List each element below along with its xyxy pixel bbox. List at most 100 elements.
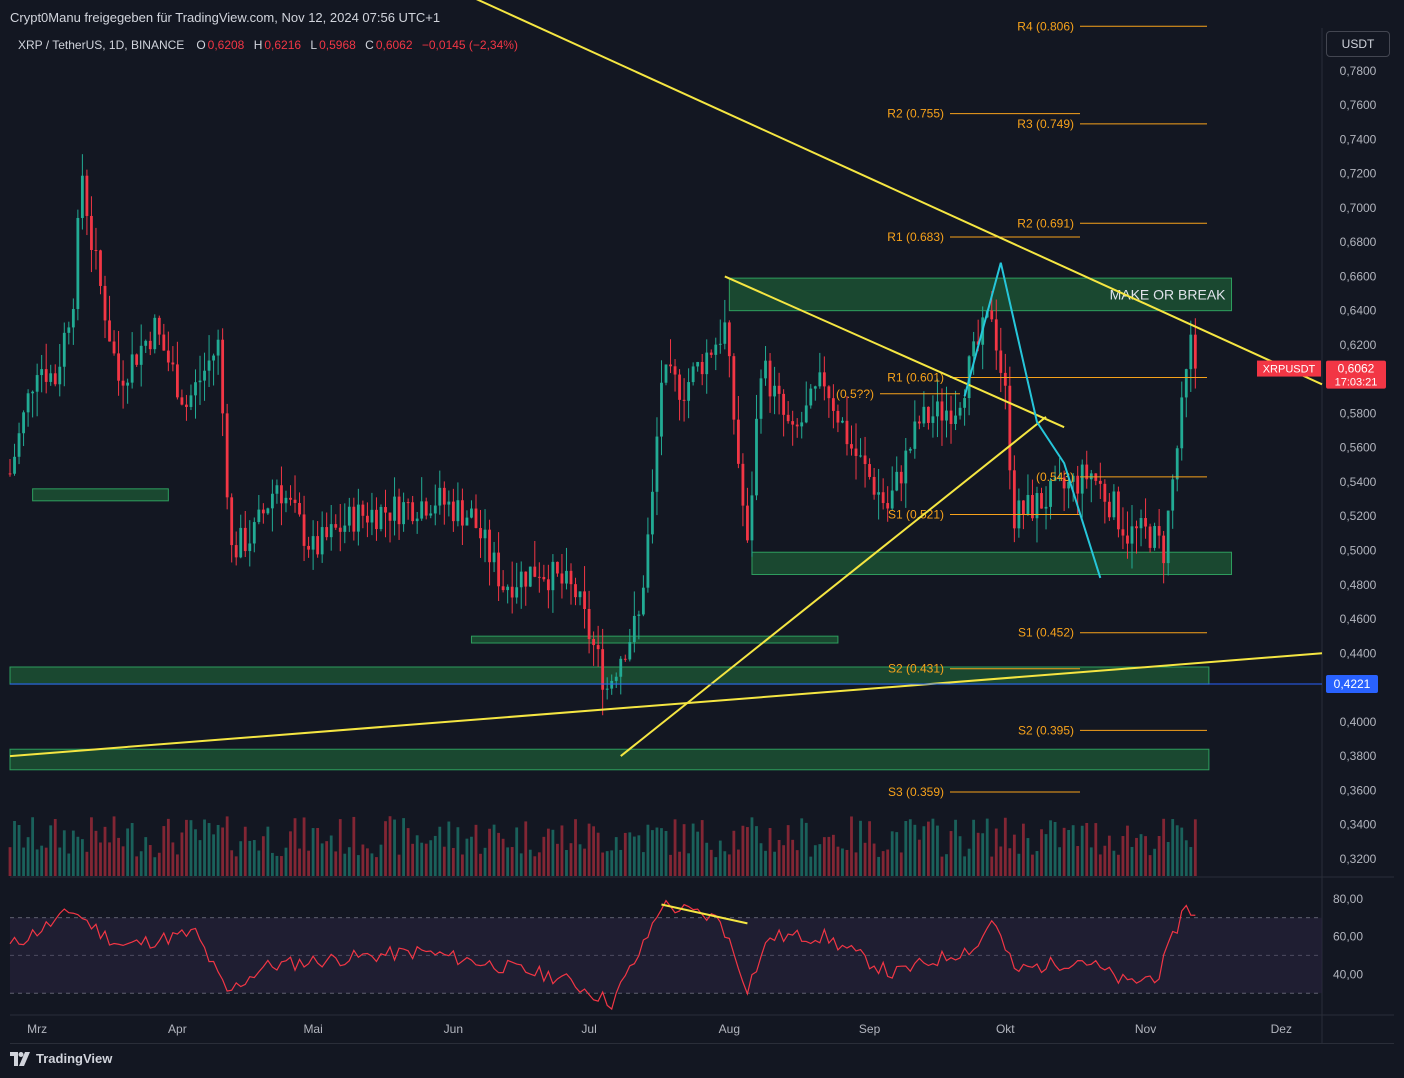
volume-bar — [877, 856, 881, 876]
volume-bar — [1008, 848, 1012, 876]
volume-bar — [592, 826, 596, 876]
rsi-tick-label: 60,00 — [1333, 930, 1363, 944]
volume-bar — [646, 824, 650, 876]
candle-body — [338, 527, 342, 532]
rsi-panel — [9, 899, 1322, 1011]
volume-bar — [1044, 834, 1048, 876]
candle-body — [1166, 510, 1170, 564]
volume-bar — [375, 857, 378, 876]
candle-body — [637, 614, 641, 616]
tradingview-logo[interactable]: TradingView — [10, 1051, 112, 1066]
volume-bar — [76, 836, 80, 876]
volume-bar — [1098, 854, 1102, 876]
candle-body — [424, 501, 428, 516]
candle-body — [696, 361, 700, 367]
candle-body — [488, 529, 491, 563]
pivot-label: (0.543) — [1036, 470, 1074, 484]
volume-bar — [185, 819, 188, 876]
candle-body — [922, 406, 926, 424]
price-tag-countdown: 17:03:21 — [1335, 377, 1378, 389]
candle-body — [415, 518, 419, 522]
volume-bar — [786, 825, 790, 876]
symbol-legend[interactable]: XRP / TetherUS, 1D, BINANCE O 0,6208 H 0,6… — [18, 38, 524, 52]
candle-body — [112, 341, 116, 354]
candle-body — [501, 586, 505, 591]
price-tick-label: 0,5600 — [1340, 441, 1377, 455]
candle-body — [67, 327, 71, 333]
volume-bar — [1144, 836, 1147, 876]
candle-body — [343, 525, 347, 532]
candle-body — [664, 364, 668, 383]
volume-bar — [1171, 819, 1175, 876]
candle-body — [461, 500, 464, 526]
candle-body — [940, 401, 944, 421]
volume-bar — [999, 846, 1003, 876]
volume-bar — [696, 831, 700, 876]
candle-body — [230, 497, 234, 546]
candle-body — [1012, 470, 1016, 529]
volume-bar — [94, 830, 98, 876]
candle-body — [85, 175, 89, 216]
candle-body — [1117, 491, 1120, 530]
volume-bar — [411, 843, 415, 876]
pivot-label: R1 (0.683) — [887, 230, 944, 244]
candle-body — [1175, 448, 1179, 480]
volume-bar — [1121, 836, 1125, 876]
candle-body — [352, 506, 356, 532]
volume-bar — [574, 819, 577, 876]
candle-body — [592, 639, 596, 646]
volume-bar — [461, 854, 464, 876]
volume-bar — [316, 828, 320, 876]
volume-bar — [438, 826, 442, 876]
volume-bar — [528, 849, 532, 876]
volume-bar — [981, 833, 985, 876]
candle-body — [1089, 473, 1093, 480]
candle-body — [764, 360, 767, 379]
trendline — [620, 416, 1047, 757]
candle-body — [1103, 483, 1107, 502]
volume-bar — [447, 821, 451, 876]
currency-button[interactable]: USDT — [1326, 31, 1390, 57]
candle-body — [506, 586, 510, 591]
volume-bar — [1135, 837, 1138, 876]
volume-bar — [524, 821, 528, 876]
candle-body — [334, 524, 338, 528]
price-tick-label: 0,6200 — [1340, 338, 1377, 352]
volume-bar — [899, 852, 903, 876]
volume-bar — [393, 819, 396, 876]
candle-body — [121, 380, 125, 386]
volume-bar — [886, 849, 890, 876]
candle-body — [44, 369, 48, 382]
candle-body — [99, 250, 102, 286]
volume-bar — [556, 843, 559, 876]
candle-body — [361, 504, 365, 516]
volume-bar — [836, 846, 840, 876]
low-label: L — [310, 38, 318, 52]
candle-body — [614, 676, 618, 681]
candle-body — [103, 285, 107, 321]
candle-body — [755, 418, 758, 496]
price-tick-label: 0,3400 — [1340, 818, 1377, 832]
volume-bar — [804, 822, 808, 876]
rsi-tick-label: 80,00 — [1333, 892, 1363, 906]
pivot-label: R1 (0.601) — [887, 370, 944, 384]
volume-bar — [510, 847, 514, 876]
volume-bar — [22, 847, 25, 876]
pivot-levels: R4 (0.806) R2 (0.755) R3 (0.749) R2 (0.691)… — [836, 19, 1207, 799]
volume-bar — [687, 853, 691, 876]
volume-bar — [936, 825, 939, 876]
symbol-name[interactable]: XRP / TetherUS, 1D, BINANCE — [18, 38, 185, 52]
candle-body — [1053, 477, 1057, 481]
candle-body — [243, 527, 247, 552]
candle-body — [470, 508, 473, 518]
volume-bar — [189, 820, 193, 876]
volume-bar — [841, 848, 844, 876]
candle-body — [655, 436, 659, 492]
candle-body — [1040, 493, 1043, 509]
volume-bar — [121, 846, 125, 876]
volume-bar — [194, 829, 197, 876]
candle-body — [1031, 494, 1034, 519]
volume-bar — [135, 856, 139, 876]
candle-body — [926, 406, 930, 423]
